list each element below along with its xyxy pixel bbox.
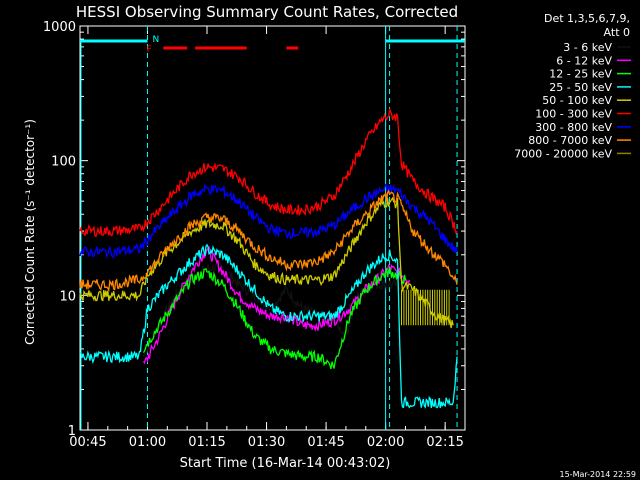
series-line [79,243,458,409]
legend-label: 25 - 50 keV [549,81,612,94]
x-tick-label: 02:15 [426,435,463,450]
timestamp: 15-Mar-2014 22:59 [560,470,637,479]
legend-label: 6 - 12 keV [556,54,612,67]
legend-label: 50 - 100 keV [542,94,612,107]
y-tick-label: 10 [59,289,76,304]
y-tick-label: 1 [68,424,76,439]
legend-label: 300 - 800 keV [535,121,612,134]
legend-label: 12 - 25 keV [549,68,612,81]
x-axis-label: Start Time (16-Mar-14 00:43:02) [180,456,391,471]
series-group [79,107,458,409]
legend-label: 100 - 300 keV [535,108,612,121]
y-axis-label: Corrected Count Rate (s⁻¹ detector⁻¹) [23,119,37,345]
x-tick-label: 01:45 [307,435,344,450]
y-tick-label: 1000 [43,20,76,35]
legend-label: 7000 - 20000 keV [514,147,612,160]
x-tick-label: 01:15 [188,435,225,450]
series-line [401,289,450,326]
legend-header-line1: Det 1,3,5,6,7,9, [544,12,630,25]
series-line [79,107,458,238]
legend-header-line2: Att 0 [604,26,630,39]
x-tick-label: 01:30 [248,435,285,450]
series-line [142,266,407,370]
legend-label: 3 - 6 keV [563,41,612,54]
plot-frame [79,25,466,431]
x-tick-label: 01:00 [129,435,166,450]
x-tick-label: 02:00 [367,435,404,450]
x-tick-label: 00:45 [69,435,106,450]
legend-label: 800 - 7000 keV [528,134,612,147]
series-line [79,196,454,329]
axis-ticks: 00:45 01:00 01:15 01:30 01:45 02:00 02:15 1 10 10… [43,20,466,450]
attenuator-flags: NF [80,35,465,55]
chart-title: HESSI Observing Summary Count Rates, Cor… [76,3,458,21]
series-line [79,183,458,259]
y-tick-label: 100 [51,155,76,170]
series-line [79,189,458,292]
f-flag-label: F [146,45,151,55]
n-flag-label: N [152,35,159,45]
